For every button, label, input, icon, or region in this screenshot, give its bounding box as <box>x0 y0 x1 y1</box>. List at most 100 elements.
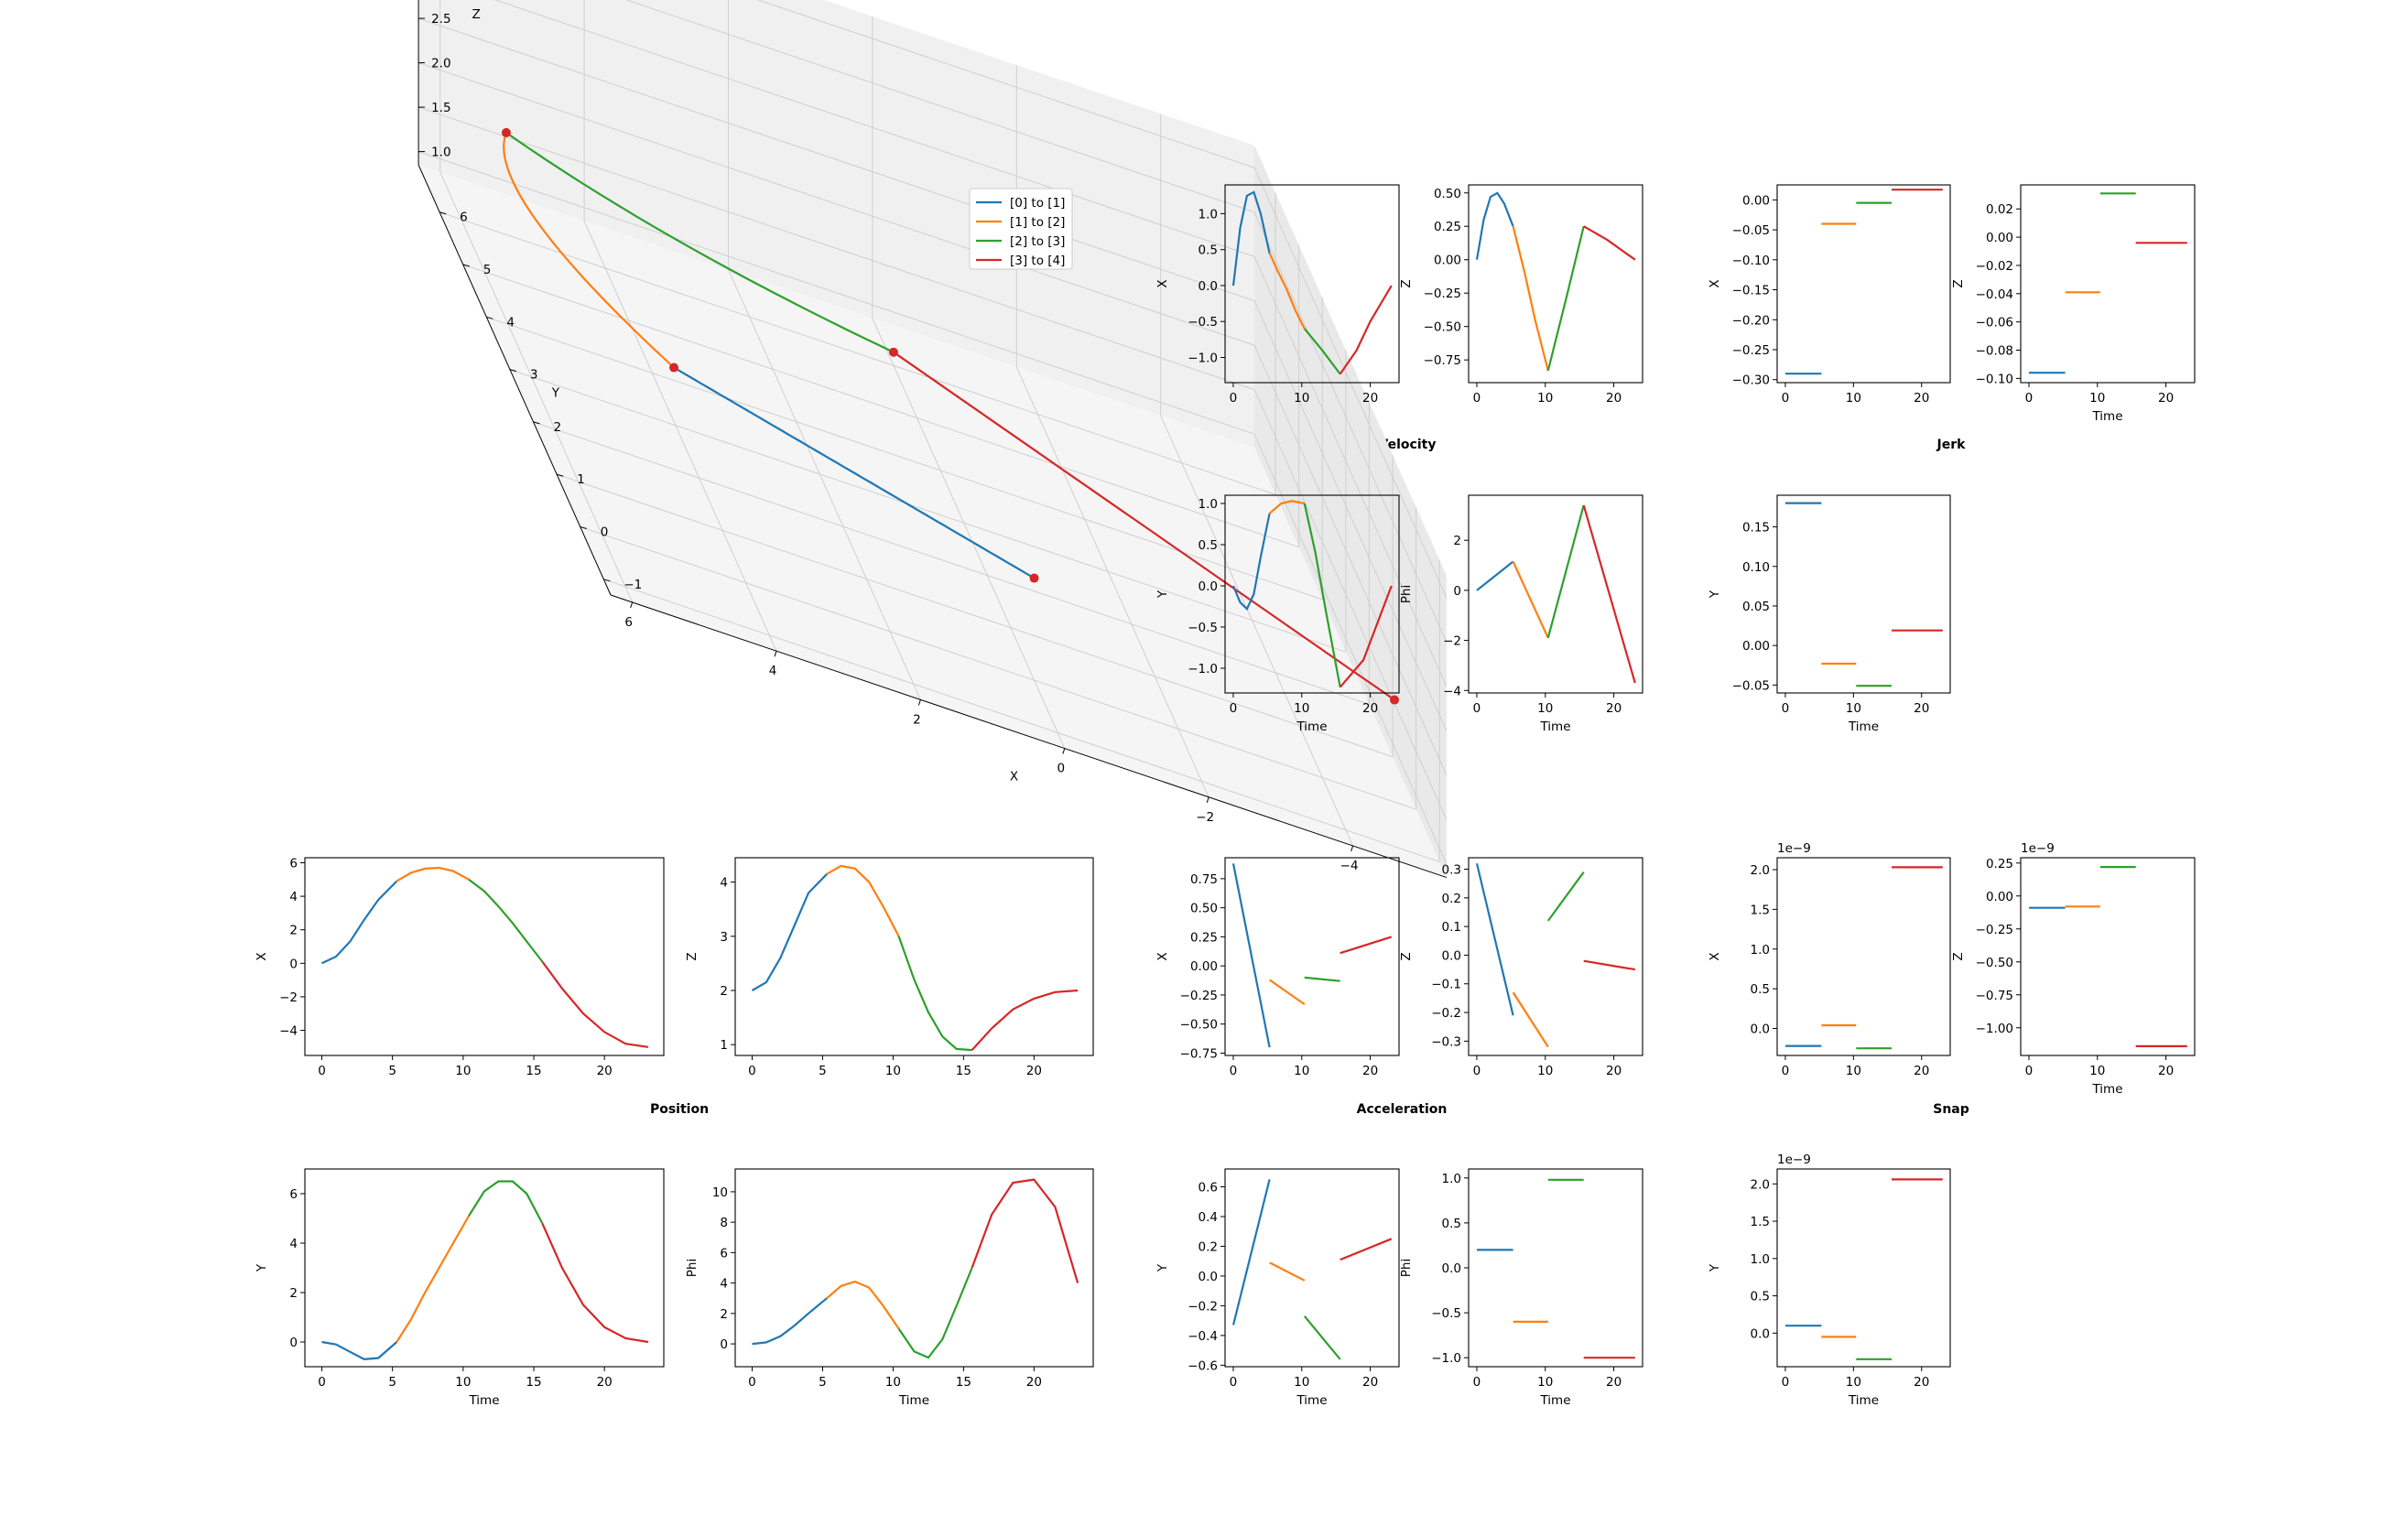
y-tick-label: 2 <box>720 984 728 999</box>
y-axis-label: Z <box>1951 952 1966 960</box>
series-line-3 <box>541 1222 649 1344</box>
waypoint-marker <box>1390 695 1400 705</box>
axes-frame <box>1224 184 1400 384</box>
y-tick-label: −0.30 <box>1732 373 1770 388</box>
x-tick-label: 15 <box>526 1064 541 1078</box>
y-tick-label: 10 <box>712 1185 728 1200</box>
x-axis-label: Time <box>1848 1393 1879 1408</box>
waypoint-marker <box>669 363 679 373</box>
x-tick-label: 0 <box>318 1375 326 1390</box>
x-tick-label: 10 <box>1846 1375 1861 1390</box>
y-tick-label: 0.25 <box>1190 930 1218 945</box>
series-line-3 <box>971 1178 1079 1283</box>
grid-line <box>439 211 1276 495</box>
chart-traj3d: −4−20246−101234561.01.52.02.53.03.54.0XY… <box>418 0 1448 879</box>
grid-line <box>556 473 1394 758</box>
x-tick-label: 0 <box>748 1375 756 1390</box>
y-tick-label: 0.2 <box>1442 892 1461 906</box>
y-tick-label: 1.0 <box>1751 1252 1770 1267</box>
y-axis-line <box>418 164 612 596</box>
y-axis-label: Z <box>1951 279 1966 287</box>
x-tick-label: 20 <box>1362 1064 1378 1078</box>
series-line-1 <box>396 1215 470 1343</box>
series-line-1 <box>826 864 900 937</box>
y-tick-label: −0.02 <box>1976 259 2013 274</box>
axes-frame <box>304 857 665 1056</box>
trajectory-segment-2 <box>505 131 895 353</box>
x-tick-label: 10 <box>1537 391 1553 406</box>
y-tick-label: 0.3 <box>1442 863 1461 878</box>
y-tick-label: −0.4 <box>1188 1329 1218 1344</box>
legend-entry-2: [2] to [3] <box>1010 234 1065 249</box>
y-tick-label: −0.25 <box>1976 923 2013 937</box>
series-line-3 <box>1583 959 1635 971</box>
x-tick-label: 20 <box>1026 1064 1042 1078</box>
x-tick-label: 10 <box>455 1064 471 1078</box>
y-tick-label: 0.5 <box>1751 982 1770 997</box>
x-axis-label: Time <box>468 1393 499 1408</box>
y-tick-label: 0.0 <box>1199 279 1218 294</box>
chart-snap_x: 0 10 20 0.0 0.5 1.0 1.5 2.0 1e−9 X <box>1708 841 1951 1078</box>
y-offset-label: 1e−9 <box>1777 1152 1811 1167</box>
y-tick-mark <box>580 526 587 529</box>
x-tick-mark <box>917 699 921 706</box>
y-tick-label: 1.0 <box>1199 497 1218 512</box>
y-tick-label: 4 <box>506 315 515 330</box>
group-title-velocity: Velocity <box>1379 438 1437 452</box>
x-tick-label: 0 <box>1058 762 1066 776</box>
y-tick-label: −1.00 <box>1976 1022 2013 1036</box>
x-tick-label: 10 <box>1537 1375 1553 1390</box>
y-tick-label: 4 <box>289 890 298 904</box>
y-tick-label: −0.2 <box>1188 1299 1218 1314</box>
x-tick-label: −2 <box>1196 810 1214 825</box>
x-tick-label: 10 <box>885 1375 901 1390</box>
y-axis-label: X <box>255 952 269 960</box>
x-tick-label: 10 <box>1294 701 1309 716</box>
x-tick-label: 20 <box>597 1064 613 1078</box>
y-tick-mark <box>486 316 494 319</box>
series-line-3 <box>1339 285 1393 375</box>
waypoint-marker <box>888 347 898 357</box>
series-line-2 <box>468 878 544 963</box>
axes-frame <box>1468 184 1643 384</box>
x-tick-mark <box>1350 845 1354 852</box>
y-tick-label: 0.00 <box>1434 254 1461 268</box>
y-tick-label: 0.25 <box>1986 857 2013 871</box>
x-tick-label: 20 <box>1914 391 1929 406</box>
pane-side <box>1254 145 1447 878</box>
y-tick-label: 1.0 <box>1442 1172 1461 1186</box>
y-axis-label: Y <box>1708 1263 1722 1272</box>
y-tick-label: 0.0 <box>1751 1326 1770 1341</box>
y-tick-label: −0.10 <box>1976 372 2013 386</box>
x-tick-label: 10 <box>885 1064 901 1078</box>
x-tick-label: 20 <box>1026 1375 1042 1390</box>
x-tick-label: 0 <box>1473 1375 1481 1390</box>
series-line-2 <box>897 936 972 1052</box>
x-tick-label: 20 <box>1362 701 1378 716</box>
y-tick-label: 6 <box>289 856 298 871</box>
chart-pos_y: 0 5 10 15 20 0 2 4 6 Y Time <box>255 1168 665 1408</box>
chart-snap_z: 0 10 20 −1.00 −0.75 −0.50 −0.25 0.00 0.25 1e−9 Z Ti… <box>1951 841 2196 1097</box>
chart-snap_y: 0 10 20 0.0 0.5 1.0 1.5 2.0 1e−9 Y Time <box>1708 1152 1951 1408</box>
axes-frame <box>734 857 1094 1056</box>
series-line-1 <box>1268 500 1306 514</box>
y-tick-label: −2 <box>279 990 298 1005</box>
series-line-1 <box>396 866 470 882</box>
axes-frame <box>734 1168 1094 1368</box>
series-line-3 <box>1339 585 1393 688</box>
series-line-0 <box>1475 191 1514 260</box>
y-tick-label: −0.25 <box>1732 343 1770 358</box>
x-tick-label: 10 <box>2089 1064 2105 1078</box>
x-tick-label: 20 <box>1362 1375 1378 1390</box>
series-line-0 <box>1475 863 1514 1016</box>
y-tick-label: 0 <box>1453 584 1461 599</box>
series-line-2 <box>1546 871 1585 922</box>
grid-line <box>418 151 1255 435</box>
y-tick-label: 0.15 <box>1742 521 1770 536</box>
y-tick-label: 4 <box>720 1277 728 1292</box>
y-tick-mark <box>439 211 447 215</box>
chart-jerk_y: 0 10 20 −0.05 0.00 0.05 0.10 0.15 Y Time <box>1708 494 1951 734</box>
y-tick-label: 2 <box>1453 534 1461 548</box>
x-axis-label: Time <box>2091 1082 2122 1097</box>
y-tick-label: 2.0 <box>1751 863 1770 878</box>
